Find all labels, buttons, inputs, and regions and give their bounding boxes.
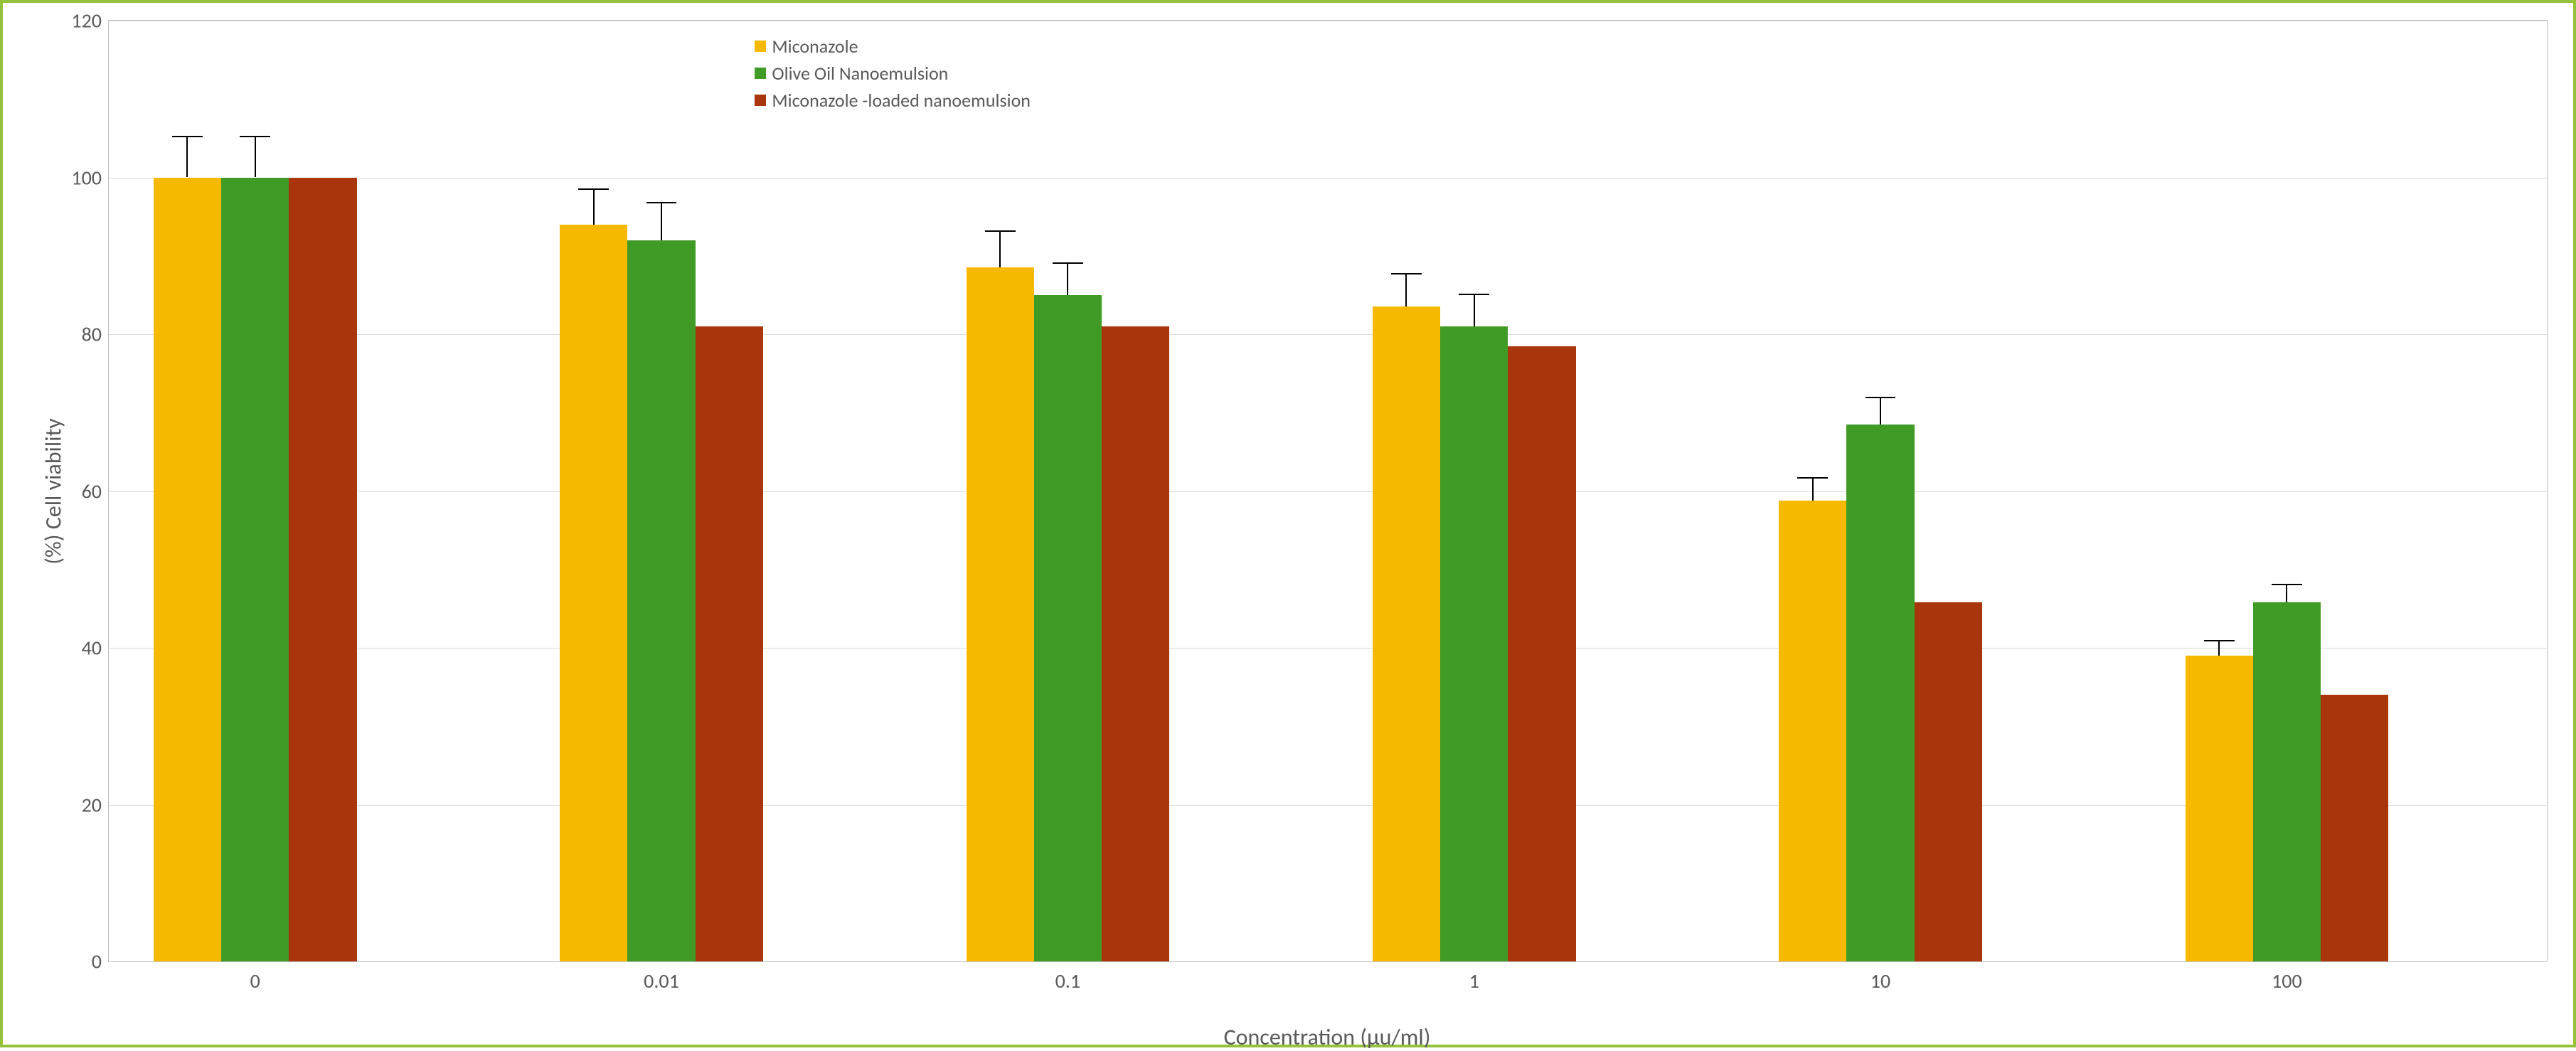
legend: Miconazole Olive Oil Nanoemulsion Miconazo… bbox=[755, 35, 1031, 112]
legend-item: Olive Oil Nanoemulsion bbox=[755, 62, 1031, 85]
bar bbox=[560, 225, 627, 961]
y-tick-label: 120 bbox=[71, 9, 109, 33]
bar bbox=[967, 267, 1034, 961]
y-tick-label: 20 bbox=[82, 792, 109, 817]
error-cap bbox=[2204, 640, 2235, 641]
error-cap bbox=[1053, 262, 1083, 264]
error-cap bbox=[1866, 397, 1896, 398]
x-axis-title: Concentration (µu/ml) bbox=[108, 1023, 2546, 1051]
error-cap bbox=[985, 230, 1016, 232]
error-cap bbox=[1391, 273, 1422, 274]
bar bbox=[1846, 425, 1914, 961]
error-bar bbox=[593, 188, 595, 225]
chart-frame: (%) Cell viability Miconazole Olive Oil N… bbox=[0, 0, 2576, 1047]
x-tick-label: 0 bbox=[250, 961, 260, 993]
gridline bbox=[109, 491, 2547, 492]
y-tick-label: 60 bbox=[82, 479, 109, 503]
legend-swatch bbox=[755, 41, 766, 52]
legend-label: Olive Oil Nanoemulsion bbox=[772, 62, 948, 85]
plot-area: (%) Cell viability MiconazoleOlive Oil N… bbox=[108, 20, 2548, 962]
error-cap bbox=[646, 202, 677, 203]
error-cap bbox=[1797, 477, 1828, 479]
chart-stage: (%) Cell viability Miconazole Olive Oil N… bbox=[16, 16, 2560, 1032]
error-bar bbox=[1405, 273, 1407, 306]
bar bbox=[1915, 602, 1982, 961]
x-tick-label: 0.1 bbox=[1055, 961, 1080, 993]
bar bbox=[1034, 295, 1102, 961]
bar bbox=[1102, 326, 1169, 961]
error-bar bbox=[1067, 262, 1068, 295]
bar bbox=[2253, 602, 2321, 961]
y-axis-title: (%) Cell viability bbox=[40, 418, 68, 565]
error-cap bbox=[240, 136, 270, 137]
error-bar bbox=[255, 136, 256, 177]
legend-label: Miconazole -loaded nanoemulsion bbox=[772, 89, 1031, 112]
error-bar bbox=[1474, 294, 1475, 326]
error-bar bbox=[1880, 397, 1881, 425]
legend-swatch bbox=[755, 68, 766, 79]
legend-item: Miconazole bbox=[755, 35, 1031, 58]
bar bbox=[1373, 306, 1440, 961]
error-bar bbox=[999, 230, 1001, 267]
y-tick-label: 100 bbox=[71, 165, 109, 190]
error-cap bbox=[1459, 294, 1489, 295]
legend-swatch bbox=[755, 95, 766, 106]
legend-label: Miconazole bbox=[772, 35, 858, 58]
error-bar bbox=[1812, 477, 1814, 501]
error-cap bbox=[172, 136, 203, 137]
bar bbox=[627, 240, 695, 961]
y-tick-label: 0 bbox=[92, 949, 109, 974]
x-tick-label: 10 bbox=[1870, 961, 1890, 993]
bar bbox=[696, 326, 763, 961]
bar bbox=[1440, 326, 1508, 961]
y-tick-label: 80 bbox=[82, 322, 109, 347]
gridline bbox=[109, 648, 2547, 649]
y-tick-label: 40 bbox=[82, 636, 109, 661]
bar bbox=[2321, 695, 2388, 961]
bar bbox=[1508, 346, 1575, 961]
error-bar bbox=[2286, 584, 2287, 602]
x-tick-label: 100 bbox=[2272, 961, 2302, 993]
bar bbox=[221, 178, 289, 962]
error-cap bbox=[2272, 584, 2302, 585]
error-bar bbox=[2218, 640, 2220, 656]
error-bar bbox=[186, 136, 188, 177]
bar bbox=[2186, 656, 2253, 961]
x-tick-label: 1 bbox=[1469, 961, 1479, 993]
bar bbox=[289, 178, 356, 962]
bar bbox=[1779, 501, 1846, 961]
legend-item: Miconazole -loaded nanoemulsion bbox=[755, 89, 1031, 112]
error-bar bbox=[661, 202, 662, 240]
x-tick-label: 0.01 bbox=[644, 961, 679, 993]
gridline bbox=[109, 334, 2547, 335]
bar bbox=[154, 178, 221, 962]
error-cap bbox=[578, 188, 609, 190]
gridline bbox=[109, 805, 2547, 806]
